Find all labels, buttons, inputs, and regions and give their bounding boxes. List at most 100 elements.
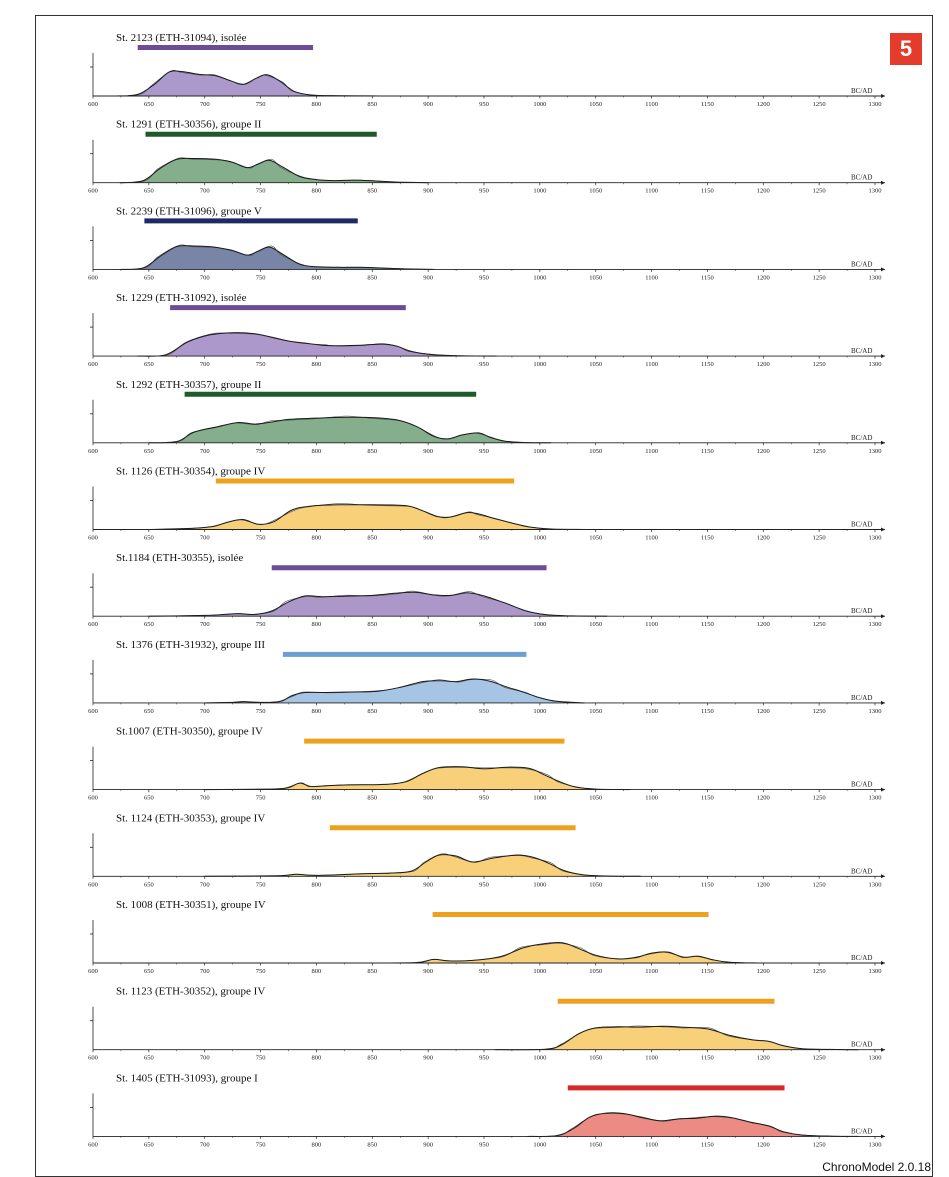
- x-tick-label: 650: [144, 1141, 154, 1148]
- x-tick-label: 1050: [589, 535, 602, 542]
- x-tick-label: 1150: [701, 1141, 714, 1148]
- x-tick-label: 900: [423, 968, 433, 975]
- density-area: [148, 592, 607, 617]
- panel-title: St. 2239 (ETH-31096), groupe V: [116, 205, 262, 217]
- x-tick-label: 950: [479, 968, 489, 975]
- x-tick-label: 1300: [869, 1055, 882, 1062]
- density-area: [495, 1026, 859, 1050]
- x-tick-label: 650: [144, 1055, 154, 1062]
- density-curve: [115, 70, 406, 97]
- x-tick-label: 700: [200, 188, 210, 195]
- x-tick-label: 750: [256, 101, 266, 108]
- chart-panel-13: St. 1405 (ETH-31093), groupe I BC/AD 600 65…: [88, 1072, 885, 1148]
- x-tick-label: 1050: [589, 1055, 602, 1062]
- x-tick-label: 900: [423, 881, 433, 888]
- x-tick-label: 750: [256, 968, 266, 975]
- x-tick-label: 1050: [589, 274, 602, 281]
- x-tick-label: 1000: [533, 1141, 546, 1148]
- x-tick-label: 900: [423, 708, 433, 715]
- x-tick-label: 650: [144, 535, 154, 542]
- x-tick-label: 1000: [533, 448, 546, 455]
- x-axis-unit-label: BC/AD: [851, 1041, 872, 1049]
- x-axis-unit-label: BC/AD: [851, 781, 872, 789]
- x-tick-label: 650: [144, 448, 154, 455]
- x-tick-label: 800: [312, 621, 322, 628]
- x-tick-label: 900: [423, 101, 433, 108]
- x-axis-unit-label: BC/AD: [851, 607, 872, 615]
- chart-panel-7: St.1184 (ETH-30355), isolée BC/AD 600 650 70…: [88, 552, 885, 628]
- chart-panel-3: St. 2239 (ETH-31096), groupe V BC/AD 600 65…: [88, 205, 885, 281]
- x-tick-label: 1300: [869, 1141, 882, 1148]
- x-tick-label: 1100: [645, 274, 658, 281]
- x-tick-label: 1200: [757, 188, 770, 195]
- x-tick-label: 1100: [645, 968, 658, 975]
- x-tick-label: 600: [88, 361, 98, 368]
- x-axis-arrow: [881, 700, 885, 705]
- density-curve: [495, 1025, 859, 1051]
- x-tick-label: 900: [423, 1055, 433, 1062]
- density-curve: [372, 942, 758, 964]
- x-tick-label: 600: [88, 708, 98, 715]
- chart-panel-1: St. 2123 (ETH-31094), isolée BC/AD 600 650 7…: [88, 32, 885, 108]
- x-tick-label: 1250: [813, 881, 826, 888]
- x-tick-label: 950: [479, 188, 489, 195]
- x-tick-label: 950: [479, 708, 489, 715]
- x-tick-label: 800: [312, 1141, 322, 1148]
- x-tick-label: 1000: [533, 188, 546, 195]
- density-curve: [204, 854, 641, 877]
- x-tick-label: 850: [367, 708, 377, 715]
- x-tick-label: 1150: [701, 881, 714, 888]
- x-axis-arrow: [881, 1047, 885, 1052]
- x-tick-label: 950: [479, 448, 489, 455]
- x-axis-unit-label: BC/AD: [851, 867, 872, 875]
- chart-panel-5: St. 1292 (ETH-30357), groupe II BC/AD 600 6…: [88, 379, 885, 455]
- panel-title: St. 1126 (ETH-30354), groupe IV: [116, 466, 265, 478]
- x-tick-label: 1300: [869, 708, 882, 715]
- density-curve: [204, 678, 585, 704]
- x-tick-label: 600: [88, 621, 98, 628]
- x-axis-arrow: [881, 440, 885, 445]
- x-tick-label: 1250: [813, 188, 826, 195]
- x-tick-label: 950: [479, 274, 489, 281]
- x-tick-label: 700: [200, 448, 210, 455]
- x-axis-unit-label: BC/AD: [851, 347, 872, 355]
- x-axis-arrow: [881, 787, 885, 792]
- x-tick-label: 850: [367, 1055, 377, 1062]
- x-tick-label: 750: [256, 708, 266, 715]
- x-tick-label: 1100: [645, 881, 658, 888]
- chart-panel-6: St. 1126 (ETH-30354), groupe IV BC/AD 600 6…: [88, 466, 885, 542]
- x-tick-label: 1250: [813, 968, 826, 975]
- x-tick-label: 1200: [757, 708, 770, 715]
- x-tick-label: 800: [312, 448, 322, 455]
- x-tick-label: 1200: [757, 1141, 770, 1148]
- density-curve: [148, 416, 552, 444]
- x-tick-label: 1150: [701, 535, 714, 542]
- x-tick-label: 600: [88, 1141, 98, 1148]
- x-tick-label: 1000: [533, 968, 546, 975]
- density-area: [372, 942, 758, 963]
- x-tick-label: 1100: [645, 101, 658, 108]
- x-tick-label: 1100: [645, 361, 658, 368]
- x-tick-label: 1050: [589, 968, 602, 975]
- panel-title: St. 1291 (ETH-30356), groupe II: [116, 119, 262, 131]
- x-tick-label: 1000: [533, 881, 546, 888]
- density-area: [204, 766, 630, 790]
- x-tick-label: 1000: [533, 621, 546, 628]
- x-tick-label: 950: [479, 361, 489, 368]
- panel-title: St. 1405 (ETH-31093), groupe I: [116, 1072, 258, 1084]
- x-tick-label: 950: [479, 1055, 489, 1062]
- x-tick-label: 600: [88, 795, 98, 802]
- x-tick-label: 600: [88, 881, 98, 888]
- x-tick-label: 800: [312, 188, 322, 195]
- x-tick-label: 700: [200, 881, 210, 888]
- x-tick-label: 1250: [813, 274, 826, 281]
- x-tick-label: 1300: [869, 448, 882, 455]
- density-curve: [120, 245, 434, 270]
- x-tick-label: 1150: [701, 795, 714, 802]
- x-tick-label: 850: [367, 881, 377, 888]
- density-area: [204, 854, 641, 877]
- density-curve: [528, 1112, 859, 1137]
- panel-title: St. 1124 (ETH-30353), groupe IV: [116, 812, 265, 824]
- x-tick-label: 1200: [757, 101, 770, 108]
- x-axis-arrow: [881, 614, 885, 619]
